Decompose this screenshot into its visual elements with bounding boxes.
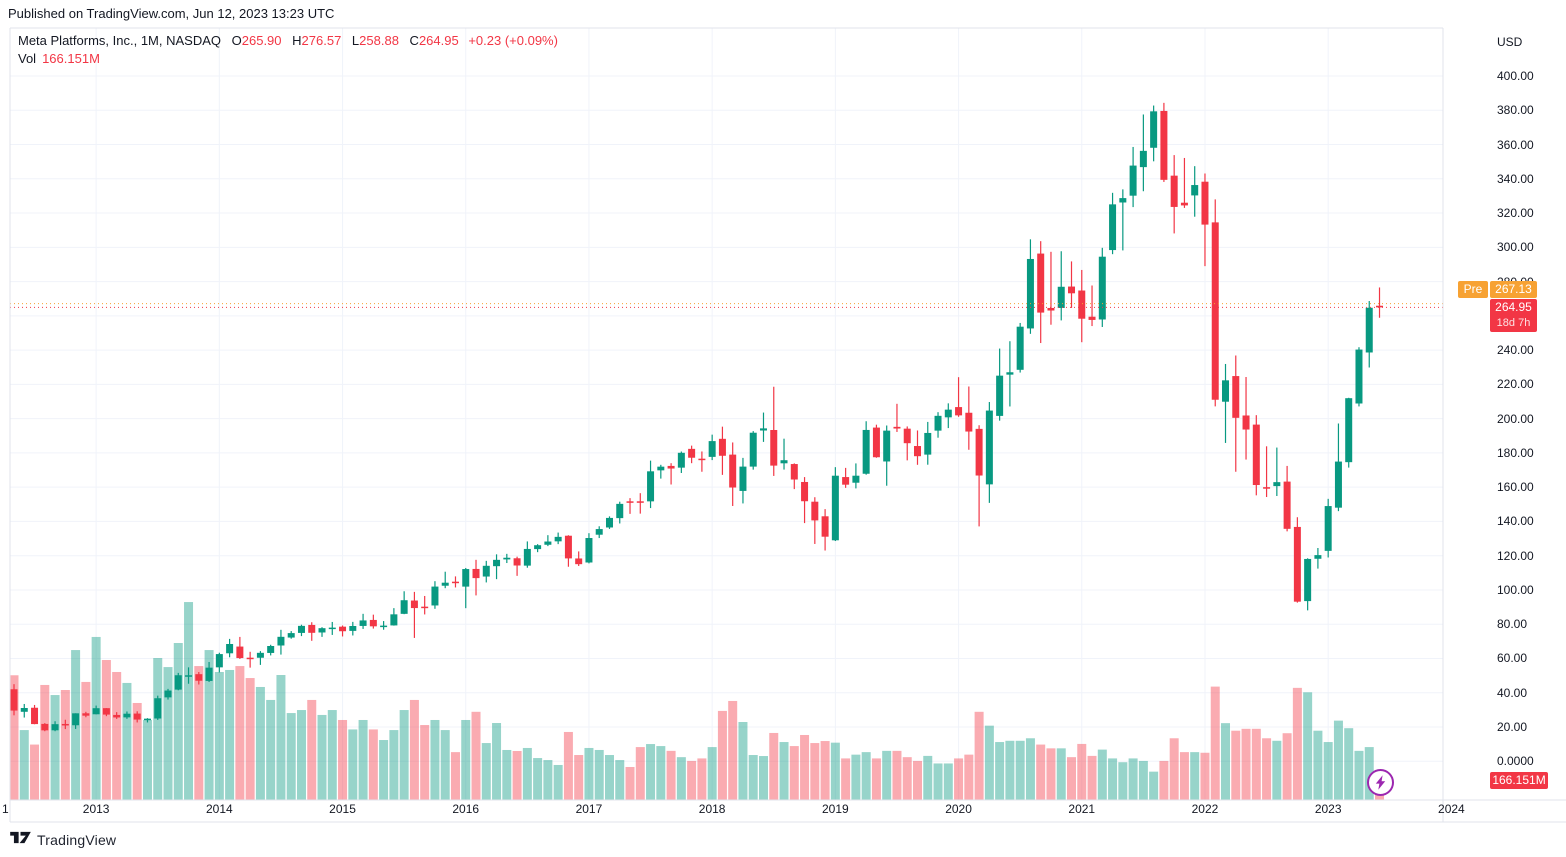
year-label: 2022 <box>1191 802 1219 816</box>
published-line: Published on TradingView.com, Jun 12, 20… <box>8 6 335 21</box>
volume-value: 166.151M <box>42 51 100 66</box>
year-label: 2020 <box>945 802 972 816</box>
ohlc-open-value: 265.90 <box>241 33 282 48</box>
ohlc-low-value: 258.88 <box>359 33 399 48</box>
volume-legend[interactable]: Vol 166.151M <box>18 51 100 66</box>
tradingview-attribution[interactable]: TradingView <box>10 830 116 850</box>
lightning-icon[interactable] <box>1366 768 1395 797</box>
year-label: 2024 <box>1438 802 1465 816</box>
symbol-title[interactable]: Meta Platforms, Inc., 1M, NASDAQ <box>18 33 221 48</box>
symbol-legend[interactable]: Meta Platforms, Inc., 1M, NASDAQ O265.90… <box>18 33 558 48</box>
ohlc-high-value: 276.57 <box>301 33 342 48</box>
tradingview-logo-icon <box>10 830 31 850</box>
year-label: 2023 <box>1314 802 1342 816</box>
time-tick-label-first: 1 <box>2 802 9 816</box>
year-label: 2021 <box>1068 802 1096 816</box>
ohlc-close-value: 264.95 <box>418 33 459 48</box>
year-label: 2016 <box>452 802 480 816</box>
year-label: 2014 <box>205 802 233 816</box>
year-label: 2013 <box>82 802 110 816</box>
ohlc-high-label: H <box>292 33 302 48</box>
volume-label: Vol <box>18 51 37 66</box>
year-label: 2017 <box>575 802 603 816</box>
tradingview-logo-text: TradingView <box>37 832 117 848</box>
ohlc-close-label: C <box>409 33 419 48</box>
ohlc-low-label: L <box>351 33 360 48</box>
year-label: 2019 <box>822 802 849 816</box>
year-label: 2015 <box>329 802 356 816</box>
change-value: +0.23 (+0.09%) <box>468 33 558 48</box>
year-label: 2018 <box>698 802 726 816</box>
ohlc-open-label: O <box>231 33 242 48</box>
